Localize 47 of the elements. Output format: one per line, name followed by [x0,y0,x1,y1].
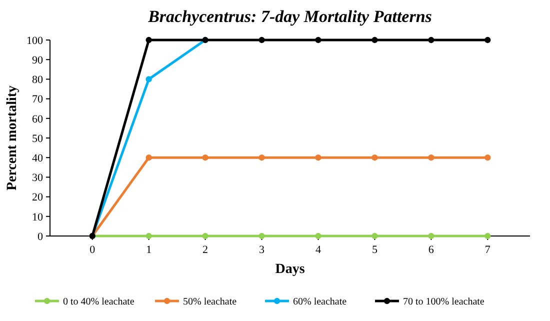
x-tick-label: 4 [315,244,322,256]
point [372,154,378,161]
legend-label: 70 to 100% leachate [403,296,485,308]
x-tick-label: 2 [202,244,208,256]
point [484,154,491,161]
y-tick-label: 50 [32,132,44,145]
point [258,232,265,240]
x-tick-label: 0 [90,244,96,256]
legend-label: 60% leachate [293,296,348,308]
point [315,232,322,240]
y-tick-label: 60 [32,113,44,126]
y-tick-label: 90 [32,54,44,66]
point [372,36,378,44]
legend-label: 50% leachate [183,296,238,308]
point [202,154,208,161]
y-tick-label: 10 [32,211,44,224]
y-tick-label: 100 [26,34,44,47]
y-axis-title: Percent mortality [5,85,20,191]
x-tick-label: 6 [428,244,434,256]
point [146,154,152,161]
x-tick-label: 3 [259,244,266,256]
x-tick-label: 7 [484,244,491,256]
chart-title: Brachycentrus: 7-day Mortality Patterns [147,7,432,26]
point [146,232,152,240]
x-axis-title: Days [275,262,306,277]
y-tick-label: 40 [32,152,44,164]
y-tick-label: 70 [32,94,44,106]
point [146,36,152,44]
point [428,232,434,240]
point [146,76,152,82]
y-tick-label: 0 [38,230,44,243]
x-tick-label: 1 [146,244,152,256]
point [484,232,491,240]
point [258,36,265,44]
y-tick-label: 30 [32,172,44,184]
point [315,154,322,161]
point [372,232,378,240]
point [202,232,208,240]
point [258,154,265,161]
point [315,36,322,44]
y-tick-label: 20 [32,192,44,204]
y-tick-label: 80 [32,74,44,86]
point [428,36,434,44]
point [428,154,434,161]
x-tick-label: 5 [372,244,378,256]
legend-label: 0 to 40% leachate [63,296,135,308]
point [484,36,491,44]
